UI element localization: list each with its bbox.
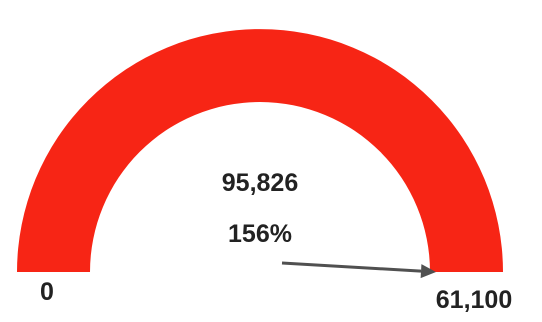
gauge-value-label: 95,826 — [222, 169, 298, 197]
gauge-percent-label: 156% — [228, 220, 292, 248]
gauge-band — [17, 29, 503, 272]
gauge-min-label: 0 — [40, 278, 54, 306]
gauge-needle — [281, 261, 422, 273]
gauge-max-label: 61,100 — [436, 286, 512, 314]
gauge-needle-arrowhead — [420, 264, 436, 279]
